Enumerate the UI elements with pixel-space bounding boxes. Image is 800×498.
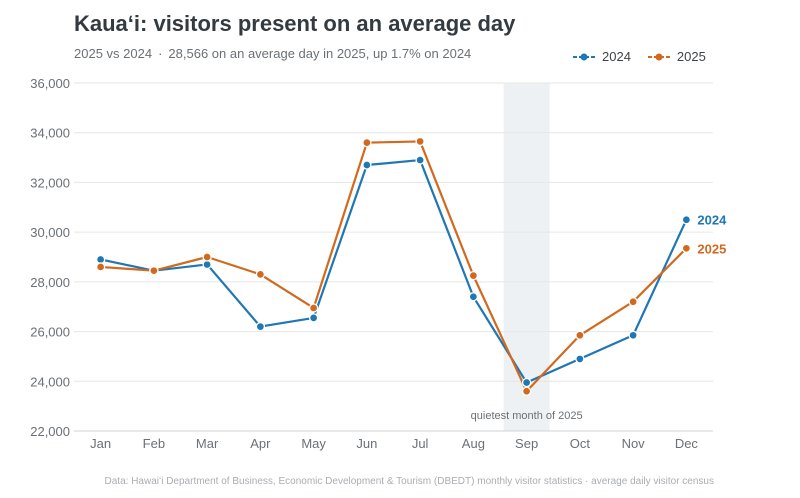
- subtitle-comparison: 2025 vs 2024: [74, 46, 153, 61]
- x-tick-label: Jun: [356, 436, 377, 451]
- data-point-2025: [681, 243, 692, 253]
- data-source-footer: Data: Hawaiʻi Department of Business, Ec…: [104, 476, 714, 487]
- x-tick-label: Aug: [462, 436, 485, 451]
- data-point-2025: [308, 303, 319, 313]
- legend-item-2024[interactable]: 2024: [572, 49, 631, 64]
- series-line-2025: [100, 140, 688, 393]
- x-tick-label: Nov: [622, 436, 646, 451]
- data-point-2024: [575, 354, 585, 364]
- data-point-2025: [255, 269, 266, 280]
- data-point-2025: [521, 386, 532, 396]
- y-tick-label: 30,000: [30, 225, 70, 240]
- end-label-2025: 2025: [697, 241, 726, 256]
- data-point-2025: [202, 252, 212, 262]
- data-point-2024: [681, 215, 692, 225]
- legend-swatch-2025: [647, 53, 670, 60]
- chart-legend: 2024 2025: [572, 49, 722, 64]
- data-point-2025: [415, 136, 425, 147]
- data-point-2024: [308, 313, 319, 323]
- data-point-2024: [202, 259, 212, 270]
- subtitle-separator: ·: [158, 46, 163, 61]
- x-tick-label: May: [301, 436, 326, 451]
- y-tick-label: 22,000: [30, 424, 70, 439]
- y-tick-label: 24,000: [30, 374, 70, 389]
- data-point-2024: [362, 160, 372, 170]
- data-point-2025: [149, 266, 159, 276]
- data-point-2025: [362, 138, 372, 148]
- data-point-2024: [255, 321, 266, 332]
- y-tick-label: 36,000: [30, 76, 70, 91]
- x-tick-label: Jan: [90, 436, 111, 451]
- data-point-2025: [95, 262, 106, 272]
- series-line-2024: [100, 158, 688, 384]
- legend-label-2024: 2024: [602, 49, 631, 64]
- legend-item-2025[interactable]: 2025: [647, 49, 706, 64]
- y-tick-label: 32,000: [30, 175, 70, 190]
- legend-swatch-2024: [573, 53, 595, 60]
- y-tick-label: 28,000: [30, 275, 70, 290]
- y-tick-label: 34,000: [30, 126, 70, 141]
- data-point-2024: [468, 292, 479, 302]
- data-point-2025: [468, 270, 479, 281]
- chart-title: Kauaʻi: visitors present on an average d…: [74, 11, 516, 36]
- annotation-band: [503, 83, 550, 431]
- x-tick-label: Sep: [515, 436, 538, 451]
- data-point-2025: [575, 330, 585, 340]
- x-tick-label: Apr: [250, 436, 271, 451]
- annotation-label: quietest month of 2025: [471, 410, 583, 422]
- x-tick-label: Oct: [570, 436, 591, 451]
- data-point-2024: [628, 330, 638, 340]
- data-point-2024: [415, 155, 425, 165]
- end-label-2024: 2024: [697, 213, 727, 228]
- chart-subtitle: 2025 vs 2024 · 28,566 on an average day in…: [74, 46, 471, 61]
- x-tick-label: Dec: [675, 436, 699, 451]
- x-tick-label: Jul: [412, 436, 429, 451]
- x-tick-label: Mar: [196, 436, 219, 451]
- x-tick-label: Feb: [143, 436, 165, 451]
- y-tick-label: 26,000: [30, 325, 70, 340]
- data-point-2025: [628, 297, 638, 307]
- data-point-2024: [95, 254, 106, 265]
- data-point-2024: [521, 377, 532, 388]
- legend-label-2025: 2025: [676, 49, 706, 64]
- subtitle-summary: 28,566 on an average day in 2025, up 1.7…: [168, 46, 472, 61]
